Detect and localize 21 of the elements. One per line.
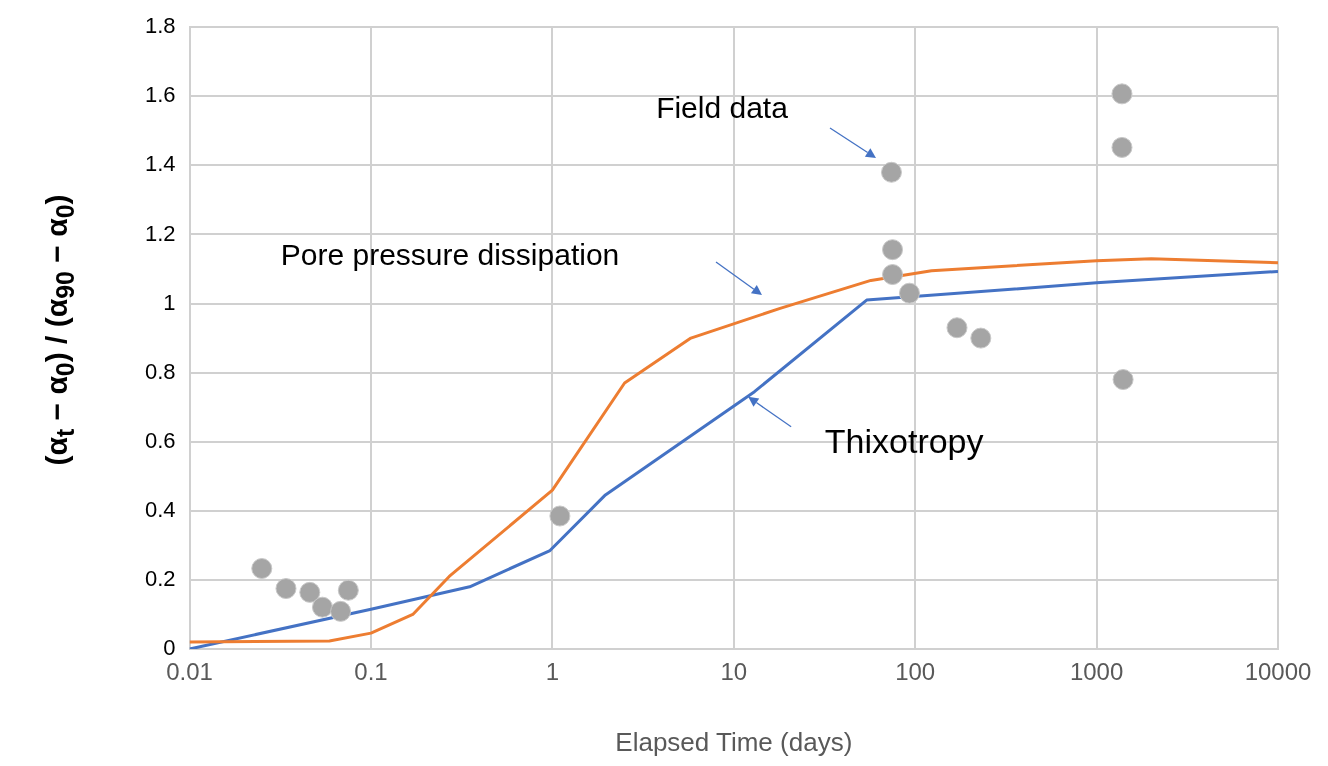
annotation: Thixotropy [824, 422, 984, 461]
x-tick-label: 0.01 [166, 658, 213, 686]
annotation: Field data [656, 91, 789, 125]
y-tick-label: 0.2 [144, 565, 176, 591]
y-tick-label: 0.4 [144, 496, 176, 522]
y-tick-label: 0.8 [144, 358, 176, 384]
annotation: Pore pressure dissipation [280, 238, 620, 272]
x-tick-label: 1000 [1069, 658, 1124, 686]
x-axis-title: Elapsed Time (days) [615, 726, 853, 757]
y-tick-label: 0.6 [144, 427, 176, 453]
x-tick-label: 100 [895, 658, 936, 686]
y-tick-label: 1.8 [144, 13, 176, 39]
x-tick-label: 1 [545, 658, 560, 686]
x-tick-label: 10000 [1244, 658, 1312, 686]
y-tick-label: 1.2 [144, 220, 176, 246]
y-tick-label: 1.4 [144, 151, 176, 177]
x-tick-label: 0.1 [354, 658, 388, 686]
y-tick-label: 1 [163, 289, 176, 315]
x-tick-label: 10 [720, 658, 748, 686]
y-tick-label: 1.6 [144, 82, 176, 108]
y-tick-label: 0 [163, 635, 176, 661]
